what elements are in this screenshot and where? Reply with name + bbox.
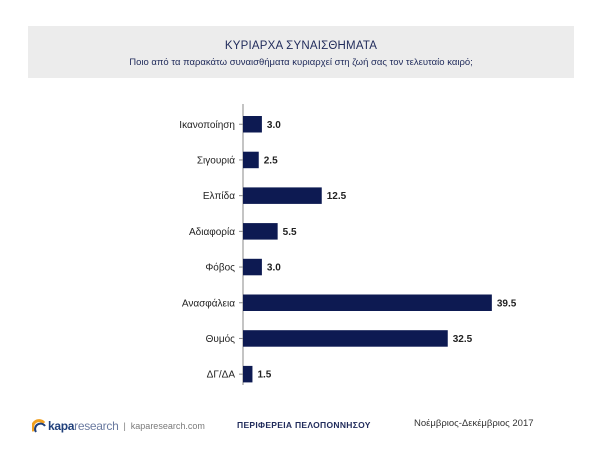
bar <box>243 294 492 311</box>
value-label: 5.5 <box>283 227 297 238</box>
value-label: 32.5 <box>453 334 473 345</box>
logo-text-bold: kapa <box>48 419 75 433</box>
bar <box>243 330 448 347</box>
bar <box>243 116 262 133</box>
category-label: Ελπίδα <box>203 190 235 202</box>
region-label: ΠΕΡΙΦΕΡΕΙΑ ΠΕΛΟΠΟΝΝΗΣΟΥ <box>237 420 371 430</box>
category-label: Ικανοποίηση <box>179 119 235 131</box>
logo-mark-icon <box>31 419 46 433</box>
logo-text: kaparesearch <box>48 419 119 433</box>
value-label: 1.5 <box>257 370 271 381</box>
value-label: 3.0 <box>267 263 281 274</box>
bar <box>243 151 259 169</box>
chart-subtitle: Ποιο από τα παρακάτω συναισθήματα κυριαρ… <box>129 57 473 68</box>
bar <box>243 258 262 276</box>
value-label: 3.0 <box>267 120 281 131</box>
category-label: Ανασφάλεια <box>182 297 235 309</box>
category-label: Φόβος <box>205 262 235 274</box>
category-label: Αδιαφορία <box>189 226 235 238</box>
category-label: ΔΓ/ΔΑ <box>207 370 236 381</box>
category-label: Θυμός <box>206 333 236 345</box>
bar <box>243 187 322 204</box>
chart-header: ΚΥΡΙΑΡΧΑ ΣΥΝΑΙΣΘΗΜΑΤΑ Ποιο από τα παρακά… <box>28 26 574 78</box>
bar <box>243 223 278 240</box>
bar <box>243 365 253 383</box>
value-label: 12.5 <box>327 191 347 202</box>
chart-title: ΚΥΡΙΑΡΧΑ ΣΥΝΑΙΣΘΗΜΑΤΑ <box>224 40 378 52</box>
kapa-research-logo: kaparesearch | kaparesearch.com <box>31 417 205 435</box>
value-label: 2.5 <box>264 155 278 166</box>
logo-text-light: research <box>74 419 119 433</box>
logo-url: kaparesearch.com <box>130 421 205 431</box>
logo-separator: | <box>123 421 126 431</box>
category-label: Σιγουριά <box>197 154 235 166</box>
value-label: 39.5 <box>497 298 517 309</box>
period-label: Νοέμβριος-Δεκέμβριος 2017 <box>414 418 534 429</box>
